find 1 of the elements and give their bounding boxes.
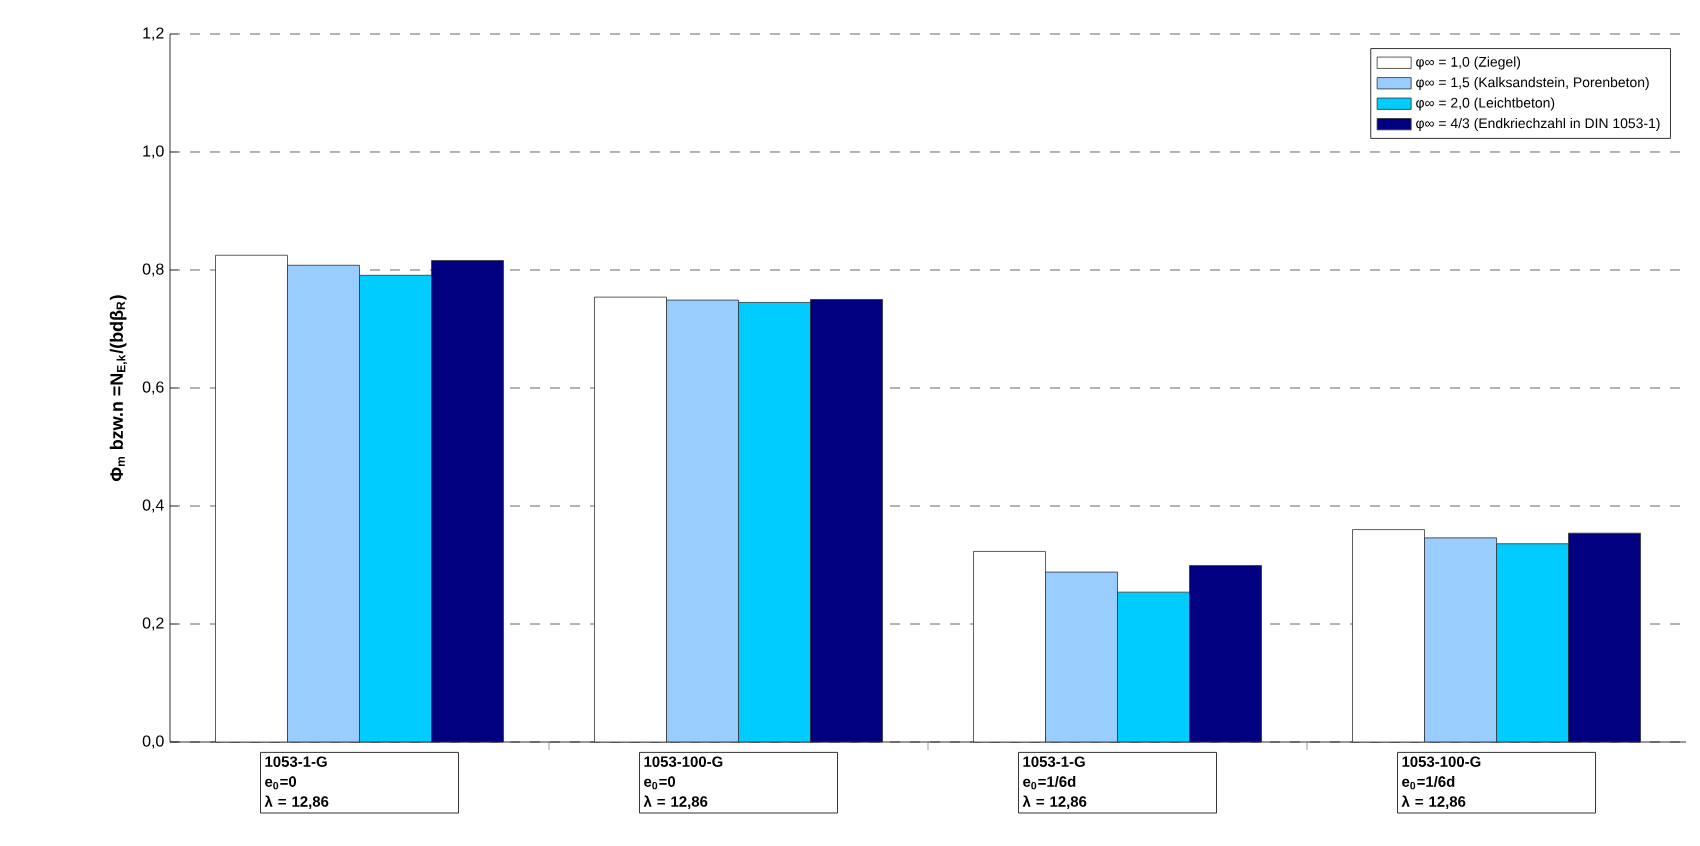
y-axis-title: Φ$_{m}$ bzw.n =N$_{E,k}$/(bdβ$_{R}$) xyxy=(109,295,128,482)
